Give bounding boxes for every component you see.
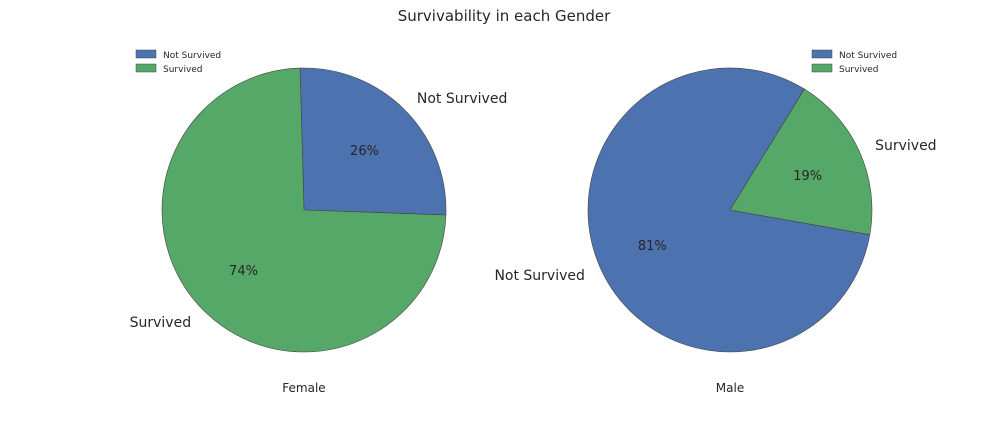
male-pie: Not Survived 81% Survived 19% Male Not Surviv… xyxy=(494,49,937,395)
male-xlabel: Male xyxy=(716,381,744,395)
female-pie: Not Survived 26% Survived 74% Female Not Surv… xyxy=(130,49,507,395)
female-legend: Not Survived Survived xyxy=(135,49,221,75)
male-legend-label-not-survived: Not Survived xyxy=(839,51,897,61)
female-label-survived: Survived xyxy=(130,315,191,331)
female-pct-not-survived: 26% xyxy=(350,144,379,159)
male-legend-swatch-survived xyxy=(811,63,833,73)
female-slice-survived xyxy=(161,67,447,353)
figure-title: Survivability in each Gender xyxy=(398,7,611,25)
male-pct-survived: 19% xyxy=(793,169,822,184)
male-label-not-survived: Not Survived xyxy=(494,268,584,284)
female-legend-label-survived: Survived xyxy=(163,65,203,75)
male-legend-label-survived: Survived xyxy=(839,65,879,75)
male-pct-not-survived: 81% xyxy=(638,239,667,254)
male-slice-survived xyxy=(729,88,873,236)
female-slice-not-survived xyxy=(299,67,447,216)
female-legend-swatch-not-survived xyxy=(135,49,157,59)
male-slice-not-survived xyxy=(587,67,871,353)
male-legend-swatch-not-survived xyxy=(811,49,833,59)
male-label-survived: Survived xyxy=(875,138,936,154)
female-legend-swatch-survived xyxy=(135,63,157,73)
male-legend: Not Survived Survived xyxy=(811,49,897,75)
female-pct-survived: 74% xyxy=(229,264,258,279)
female-label-not-survived: Not Survived xyxy=(417,91,507,107)
female-legend-label-not-survived: Not Survived xyxy=(163,51,221,61)
female-xlabel: Female xyxy=(282,381,325,395)
